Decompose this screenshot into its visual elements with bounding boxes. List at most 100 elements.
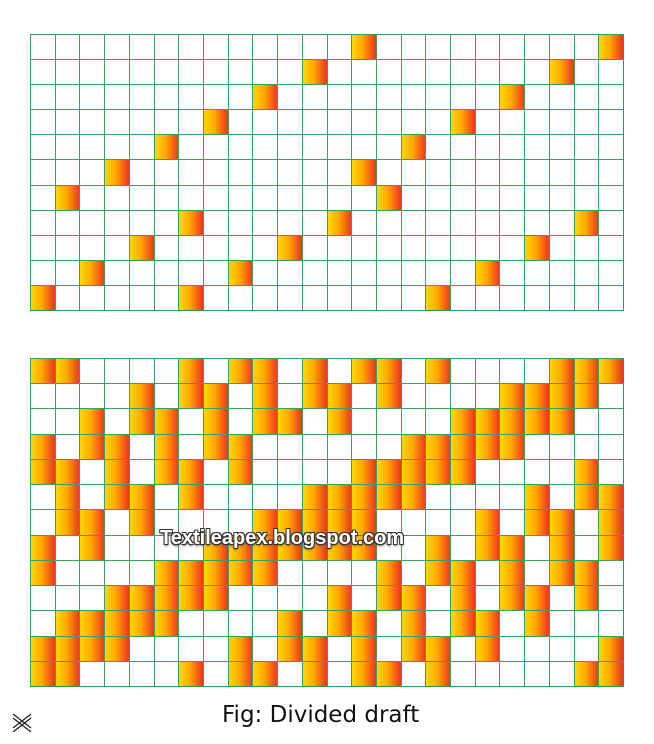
top-draft-empty-cell [524, 209, 550, 236]
bottom-draft-empty-cell [548, 610, 575, 637]
bottom-draft-filled-cell [30, 660, 56, 687]
top-draft-empty-cell [277, 284, 303, 311]
top-draft-filled-cell [450, 109, 476, 135]
top-draft-empty-cell [548, 184, 575, 211]
bottom-draft-empty-cell [425, 383, 451, 409]
bottom-draft-empty-cell [598, 585, 624, 611]
bottom-draft-filled-cell [277, 534, 303, 561]
bottom-draft-empty-cell [301, 585, 327, 611]
top-draft-filled-cell [227, 259, 253, 286]
bottom-draft-empty-cell [128, 433, 155, 460]
bottom-draft-empty-cell [202, 484, 229, 510]
bottom-draft-empty-cell [400, 358, 426, 384]
top-draft-empty-cell [178, 109, 204, 135]
bottom-draft-filled-cell [573, 383, 599, 409]
top-draft-empty-cell [128, 34, 155, 60]
bottom-draft-filled-cell [301, 660, 327, 687]
bottom-draft-filled-cell [301, 484, 327, 510]
top-draft-empty-cell [252, 59, 278, 85]
top-draft-empty-cell [153, 234, 179, 261]
top-draft-empty-cell [351, 59, 377, 85]
top-draft-empty-cell [277, 59, 303, 85]
top-draft-empty-cell [425, 234, 451, 261]
top-draft-empty-cell [178, 234, 204, 261]
top-draft-empty-cell [548, 284, 575, 311]
bottom-draft-empty-cell [499, 509, 525, 536]
bottom-draft-empty-cell [104, 559, 130, 586]
bottom-draft-empty-cell [375, 635, 402, 662]
bottom-draft-filled-cell [548, 534, 575, 561]
bottom-draft-empty-cell [450, 660, 476, 687]
bottom-draft-filled-cell [54, 660, 80, 687]
top-draft-empty-cell [499, 134, 525, 160]
top-draft-empty-cell [524, 134, 550, 160]
bottom-draft-filled-cell [104, 458, 130, 485]
bottom-draft-empty-cell [548, 484, 575, 510]
top-draft-empty-cell [598, 84, 624, 110]
bottom-draft-filled-cell [598, 534, 624, 561]
bottom-draft-empty-cell [202, 458, 229, 485]
top-draft-empty-cell [227, 234, 253, 261]
top-draft-empty-cell [400, 234, 426, 261]
top-draft-empty-cell [202, 134, 229, 160]
bottom-draft-empty-cell [548, 635, 575, 662]
bottom-draft-filled-cell [548, 358, 575, 384]
top-draft-empty-cell [598, 259, 624, 286]
bottom-draft-empty-cell [499, 458, 525, 485]
bottom-draft-filled-cell [573, 358, 599, 384]
top-draft-empty-cell [54, 259, 80, 286]
top-draft-filled-cell [573, 209, 599, 236]
bottom-draft-filled-cell [104, 484, 130, 510]
bottom-draft-filled-cell [153, 433, 179, 460]
bottom-draft-filled-cell [499, 383, 525, 409]
bottom-draft-filled-cell [128, 383, 155, 409]
bottom-draft-empty-cell [425, 408, 451, 435]
top-draft-empty-cell [202, 209, 229, 236]
top-draft-filled-cell [400, 134, 426, 160]
bottom-draft-filled-cell [301, 635, 327, 662]
top-draft-empty-cell [227, 109, 253, 135]
top-draft-filled-cell [351, 34, 377, 60]
bottom-draft-empty-cell [153, 484, 179, 510]
bottom-draft-filled-cell [79, 408, 105, 435]
bottom-draft-empty-cell [30, 610, 56, 637]
bottom-draft-empty-cell [54, 585, 80, 611]
bottom-draft-filled-cell [227, 635, 253, 662]
top-draft-empty-cell [202, 234, 229, 261]
top-draft-empty-cell [375, 159, 402, 186]
top-draft-empty-cell [30, 184, 56, 211]
top-draft-filled-cell [425, 284, 451, 311]
top-draft-empty-cell [499, 234, 525, 261]
bottom-draft-empty-cell [598, 458, 624, 485]
bottom-draft-empty-cell [153, 635, 179, 662]
bottom-draft-empty-cell [400, 559, 426, 586]
top-draft-empty-cell [524, 34, 550, 60]
top-draft-empty-cell [474, 284, 500, 311]
bottom-draft-filled-cell [178, 383, 204, 409]
bottom-draft-empty-cell [277, 484, 303, 510]
top-draft-empty-cell [202, 184, 229, 211]
bottom-draft-filled-cell [104, 610, 130, 637]
top-draft-empty-cell [400, 184, 426, 211]
bottom-draft-empty-cell [202, 610, 229, 637]
top-draft-grid [30, 34, 624, 311]
bottom-draft-empty-cell [301, 408, 327, 435]
top-draft-empty-cell [326, 109, 352, 135]
top-draft-empty-cell [598, 59, 624, 85]
bottom-draft-empty-cell [524, 458, 550, 485]
top-draft-empty-cell [400, 34, 426, 60]
top-draft-empty-cell [153, 284, 179, 311]
top-draft-empty-cell [30, 34, 56, 60]
top-draft-empty-cell [30, 159, 56, 186]
bottom-draft-filled-cell [450, 559, 476, 586]
bottom-draft-empty-cell [301, 559, 327, 586]
bottom-draft-empty-cell [375, 610, 402, 637]
bottom-draft-filled-cell [227, 534, 253, 561]
bottom-draft-filled-cell [326, 585, 352, 611]
bottom-draft-filled-cell [301, 509, 327, 536]
bottom-draft-empty-cell [326, 559, 352, 586]
top-draft-empty-cell [573, 284, 599, 311]
top-draft-empty-cell [79, 209, 105, 236]
bottom-draft-filled-cell [425, 660, 451, 687]
bottom-draft-grid [30, 358, 624, 687]
